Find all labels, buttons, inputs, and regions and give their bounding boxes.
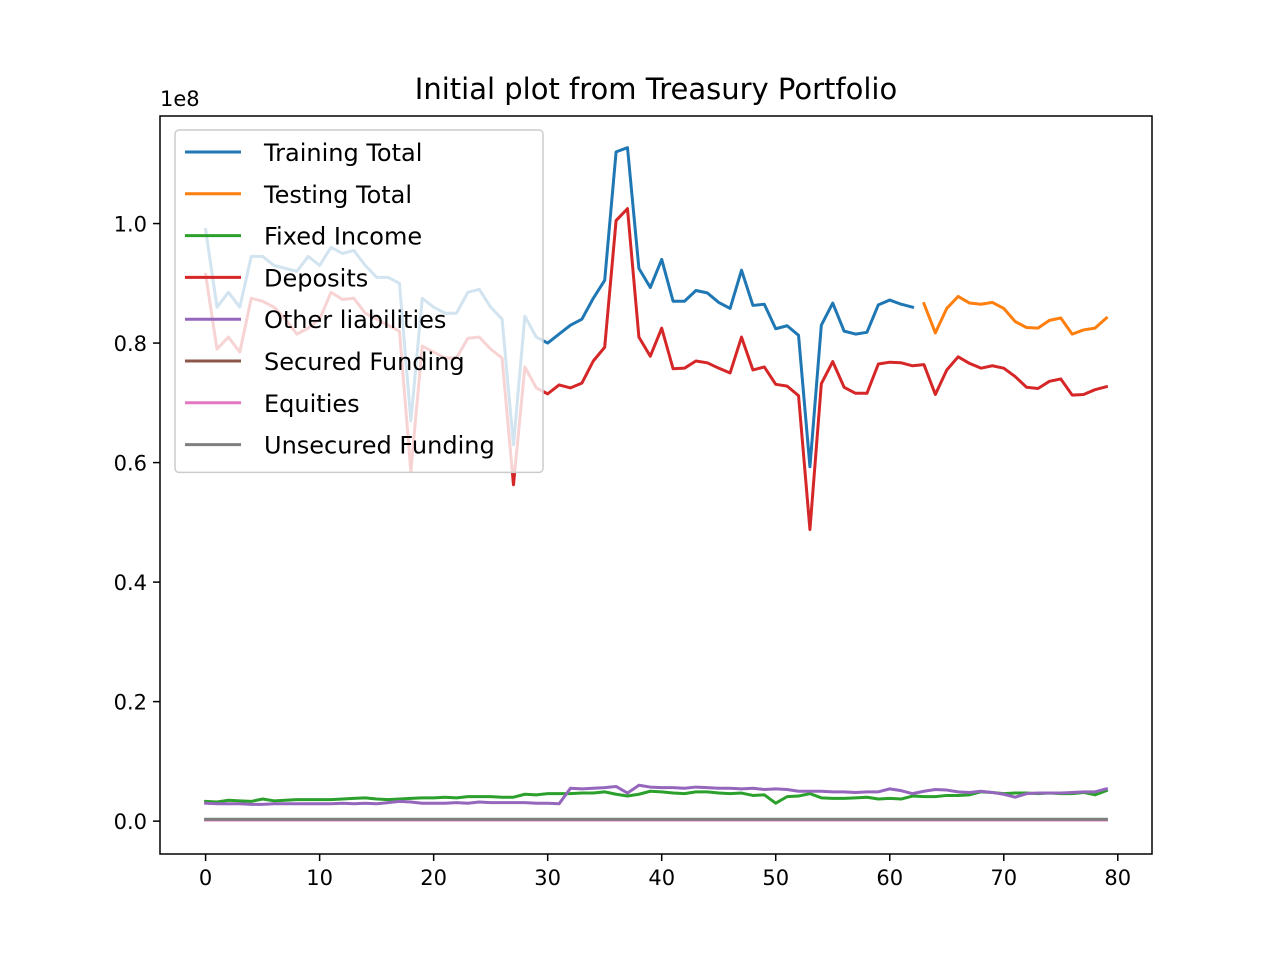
legend-label-secured-funding: Secured Funding [264, 348, 465, 376]
y-tick-label: 0.8 [114, 332, 147, 356]
y-tick-label: 0.2 [114, 691, 147, 715]
x-tick-label: 0 [199, 866, 212, 890]
series-line-fixed-income [204, 788, 1109, 805]
x-tick-label: 80 [1104, 866, 1131, 890]
series-line-testing-total [922, 294, 1109, 336]
legend-label-other-liabilities: Other liabilities [264, 306, 446, 334]
x-tick-label: 30 [534, 866, 561, 890]
y-tick-label: 0.6 [114, 452, 147, 476]
legend-label-unsecured-funding: Unsecured Funding [264, 432, 495, 460]
legend-label-fixed-income: Fixed Income [264, 223, 422, 251]
x-axis: 0 10 20 30 40 50 60 70 80 [199, 854, 1131, 890]
y-offset-label: 1e8 [160, 87, 200, 111]
series-line-other-liabilities [204, 783, 1109, 806]
y-tick-label: 0.4 [114, 571, 147, 595]
chart-title: Initial plot from Treasury Portfolio [415, 72, 897, 106]
x-tick-label: 40 [648, 866, 675, 890]
x-tick-label: 70 [990, 866, 1017, 890]
legend-label-testing-total: Testing Total [263, 181, 412, 209]
y-axis: 0.0 0.2 0.4 0.6 0.8 1.0 [114, 213, 160, 834]
legend-box [174, 129, 544, 474]
y-tick-label: 0.0 [114, 810, 147, 834]
y-tick-label: 1.0 [114, 213, 147, 237]
legend-label-equities: Equities [264, 390, 360, 418]
legend-label-training-total: Training Total [263, 139, 422, 167]
x-tick-label: 10 [306, 866, 333, 890]
legend-label-deposits: Deposits [264, 264, 368, 292]
x-tick-label: 50 [762, 866, 789, 890]
x-tick-label: 20 [420, 866, 447, 890]
x-tick-label: 60 [876, 866, 903, 890]
legend: Training Total Testing Total Fixed Income D… [174, 129, 544, 474]
plot-frame [159, 115, 1153, 855]
